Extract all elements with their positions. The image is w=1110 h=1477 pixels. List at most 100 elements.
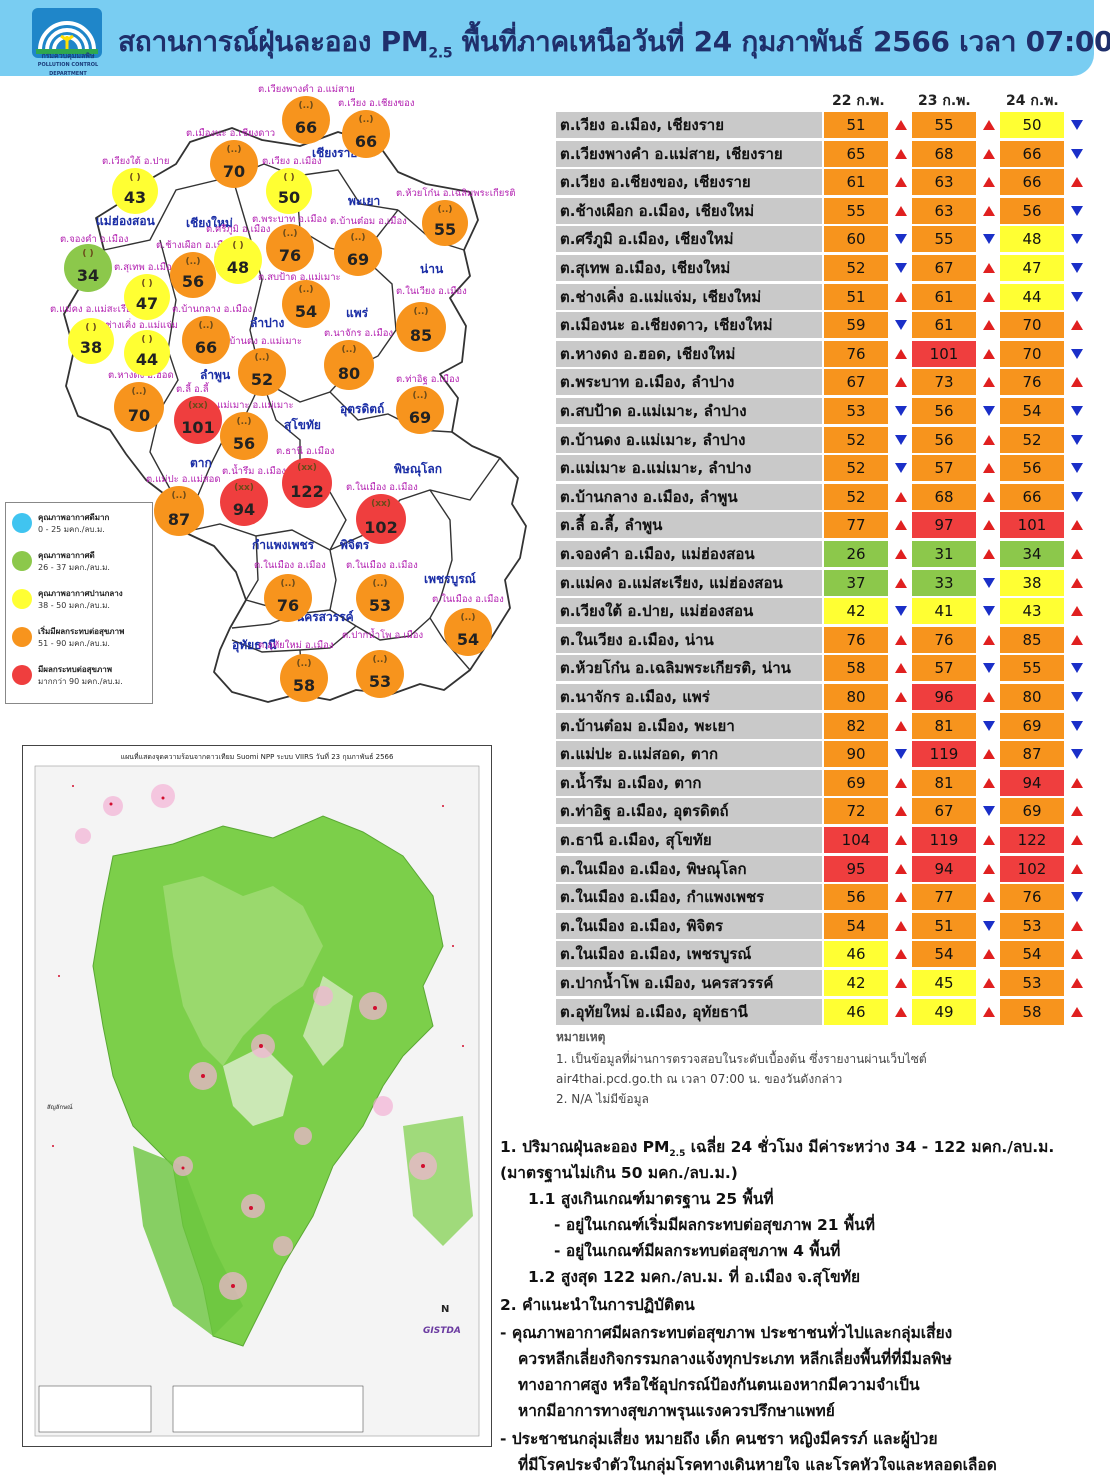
trend-up-icon [983, 177, 995, 188]
trend-down-icon [1071, 463, 1083, 474]
pm25-value-cell: 76 [824, 340, 888, 367]
pm25-value-cell: 58 [824, 655, 888, 682]
trend-down-icon [1071, 234, 1083, 245]
trend-down-icon [1071, 205, 1083, 216]
pm25-value-cell: 96 [912, 684, 976, 710]
pm25-value-cell: 61 [912, 283, 976, 310]
aqi-bubble: (..) 54 [282, 280, 330, 328]
trend-down-icon [895, 234, 907, 245]
aqi-bubble: (..) 76 [266, 224, 314, 272]
aqi-bubble: (..) 85 [396, 302, 446, 352]
trend-up-icon [983, 949, 995, 960]
station-name: ต.แม่ปะ อ.แม่สอด, ตาก [556, 741, 822, 768]
pm25-value-cell: 76 [1000, 884, 1064, 911]
summary-line: - ประชาชนกลุ่มเสี่ยง หมายถึง เด็ก คนชรา … [500, 1430, 938, 1448]
station-label: ต.ลี้ อ.ลี้ [176, 384, 209, 395]
summary-line: ทางอากาศสูง หรือใช้อุปกรณ์ป้องกันตนเองหา… [518, 1376, 920, 1394]
trend-down-icon [1071, 892, 1083, 903]
pm25-value-cell: 53 [824, 398, 888, 424]
trend-up-icon [895, 491, 907, 502]
summary-line: 1.2 สูงสุด 122 มคก./ลบ.ม. ที่ อ.เมือง จ.… [528, 1268, 861, 1286]
pm25-value-cell: 63 [912, 169, 976, 196]
aqi-bubble: (..) 52 [238, 348, 286, 396]
station-label: ต.ช้างเผือก อ.เมือง [156, 240, 234, 251]
station-label: ต.ห้วยโก๋น อ.เฉลิมพระเกียรติ [396, 188, 516, 199]
trend-up-icon [895, 205, 907, 216]
pm25-value-cell: 54 [824, 912, 888, 939]
trend-up-icon [983, 978, 995, 988]
trend-down-icon [1071, 120, 1083, 130]
trend-down-icon [1071, 148, 1083, 159]
pm25-value-cell: 56 [824, 884, 888, 911]
pm25-value-cell: 54 [1000, 398, 1064, 424]
pm25-value-cell: 53 [1000, 970, 1064, 996]
pm25-value-cell: 70 [1000, 312, 1064, 339]
trend-up-icon [983, 749, 995, 760]
station-name: ต.เวียง อ.เมือง, เชียงราย [556, 112, 822, 138]
aqi-bubble: ( ) 43 [112, 168, 158, 214]
summary-line: หากมีอาการทางสุขภาพรุนแรงควรปรึกษาแพทย์ [518, 1402, 835, 1420]
station-name: ต.เวียง อ.เชียงของ, เชียงราย [556, 169, 822, 196]
station-name: ต.จองคำ อ.เมือง, แม่ฮ่องสอน [556, 541, 822, 567]
pm25-value-cell: 52 [824, 426, 888, 453]
summary-line: 1.1 สูงเกินเกณฑ์มาตรฐาน 25 พื้นที่ [528, 1190, 774, 1208]
trend-up-icon [1071, 920, 1083, 931]
station-label: ต.ในเมือง อ.เมือง [254, 560, 326, 571]
trend-up-icon [895, 520, 907, 531]
pm25-value-cell: 55 [912, 226, 976, 253]
pm25-value-cell: 80 [1000, 684, 1064, 710]
date-header: 24 ก.พ. [1006, 93, 1059, 109]
pm25-value-cell: 57 [912, 655, 976, 682]
aqi-bubble: ( ) 44 [124, 330, 170, 376]
trend-up-icon [983, 205, 995, 216]
aqi-bubble: (..) 55 [422, 200, 468, 246]
trend-up-icon [1071, 1006, 1083, 1017]
aqi-bubble: (..) 87 [154, 486, 204, 536]
trend-up-icon [1071, 549, 1083, 559]
station-name: ต.เวียงใต้ อ.ปาย, แม่ฮ่องสอน [556, 598, 822, 625]
trend-up-icon [1071, 806, 1083, 817]
prov-label: แม่ฮ่องสอน [96, 214, 155, 228]
station-label: ต.พระบาท อ.เมือง [252, 214, 327, 225]
trend-down-icon [1071, 263, 1083, 273]
trend-up-icon [983, 120, 995, 130]
pm25-value-cell: 52 [824, 255, 888, 281]
satellite-legend-title: สัญลักษณ์ [47, 1104, 73, 1111]
trend-down-icon [983, 663, 995, 674]
pm25-value-cell: 68 [912, 483, 976, 510]
pm25-value-cell: 26 [824, 541, 888, 567]
trend-up-icon [983, 148, 995, 159]
pm25-value-cell: 85 [1000, 626, 1064, 653]
note-line: 1. เป็นข้อมูลที่ผ่านการตรวจสอบในระดับเบื… [556, 1052, 927, 1066]
pm25-value-cell: 76 [824, 626, 888, 653]
satellite-map-graphic [34, 765, 480, 1437]
trend-up-icon [983, 835, 995, 845]
aqi-bubble: (xx) 94 [220, 478, 268, 526]
station-name: ต.สบป้าด อ.แม่เมาะ, ลำปาง [556, 398, 822, 424]
station-name: ต.ในเมือง อ.เมือง, เพชรบูรณ์ [556, 941, 822, 968]
trend-up-icon [1071, 978, 1083, 988]
aqi-bubble: (..) 66 [182, 316, 230, 364]
summary-line: - อยู่ในเกณฑ์มีผลกระทบต่อสุขภาพ 4 พื้นที… [554, 1242, 841, 1260]
map-legend: คุณภาพอากาศดีมาก 0 - 25 มคก./ลบ.ม. คุณภาพ… [5, 502, 153, 704]
date-header: 22 ก.พ. [832, 93, 885, 109]
trend-down-icon [895, 434, 907, 445]
pm25-value-cell: 66 [1000, 169, 1064, 196]
trend-down-icon [983, 577, 995, 588]
trend-down-icon [895, 263, 907, 273]
station-label: ต.เวียง อ.เมือง [262, 156, 322, 167]
aqi-bubble: (..) 80 [324, 340, 374, 390]
trend-up-icon [983, 491, 995, 502]
pm25-value-cell: 73 [912, 369, 976, 396]
pm25-value-cell: 42 [824, 598, 888, 625]
aqi-bubble: (..) 70 [114, 382, 164, 432]
station-label: ต.น้ำรึม อ.เมือง [222, 466, 286, 477]
pm25-value-cell: 67 [824, 369, 888, 396]
pm25-value-cell: 77 [912, 884, 976, 911]
north-arrow-icon: N [441, 1304, 450, 1315]
trend-down-icon [983, 806, 995, 817]
station-label: ต.บ้านกลาง อ.เมือง [172, 304, 253, 315]
station-name: ต.บ้านกลาง อ.เมือง, ลำพูน [556, 483, 822, 510]
summary-line: (มาตรฐานไม่เกิน 50 มคก./ลบ.ม.) [500, 1164, 738, 1182]
trend-up-icon [895, 148, 907, 159]
